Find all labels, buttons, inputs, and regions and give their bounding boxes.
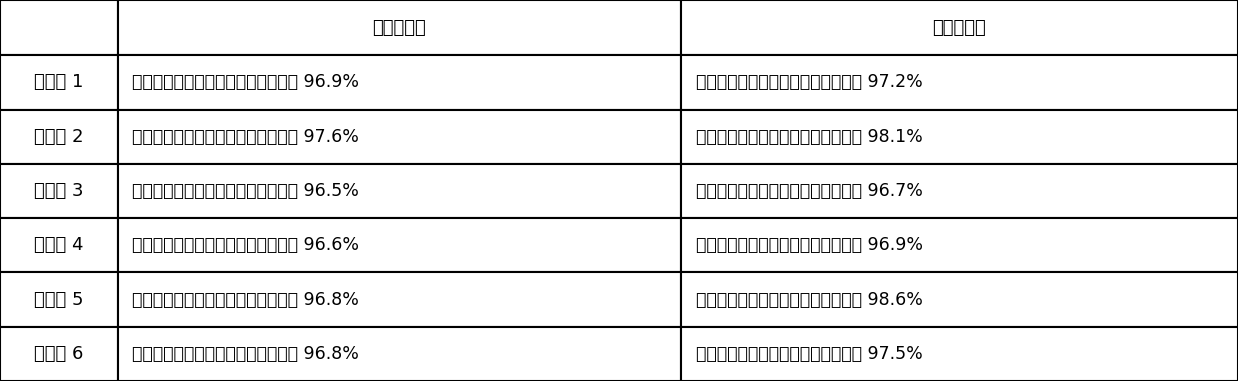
Text: 流动性良好，无分层结块，悬浮率为 97.6%: 流动性良好，无分层结块，悬浮率为 97.6% xyxy=(132,128,359,146)
Text: 热贮稳定性: 热贮稳定性 xyxy=(373,19,426,37)
Text: 实施例 3: 实施例 3 xyxy=(35,182,83,200)
Bar xyxy=(118,0,681,55)
Bar xyxy=(0,110,118,164)
Bar xyxy=(118,272,681,327)
Bar xyxy=(0,55,118,109)
Bar xyxy=(118,164,681,218)
Text: 流动性良好，无分层结块，悬浮率为 96.7%: 流动性良好，无分层结块，悬浮率为 96.7% xyxy=(696,182,922,200)
Bar xyxy=(681,164,1238,218)
Text: 实施例 4: 实施例 4 xyxy=(35,236,83,254)
Bar xyxy=(0,218,118,272)
Text: 流动性良好，无分层结块，悬浮率为 98.1%: 流动性良好，无分层结块，悬浮率为 98.1% xyxy=(696,128,922,146)
Bar xyxy=(681,55,1238,109)
Text: 流动性良好，无分层结块，悬浮率为 96.9%: 流动性良好，无分层结块，悬浮率为 96.9% xyxy=(696,236,922,254)
Text: 流动性良好，无分层结块，悬浮率为 96.8%: 流动性良好，无分层结块，悬浮率为 96.8% xyxy=(132,291,359,309)
Text: 流动性良好，无分层结块，悬浮率为 97.2%: 流动性良好，无分层结块，悬浮率为 97.2% xyxy=(696,74,922,91)
Bar xyxy=(118,218,681,272)
Text: 流动性良好，无分层结块，悬浮率为 96.8%: 流动性良好，无分层结块，悬浮率为 96.8% xyxy=(132,345,359,363)
Bar xyxy=(118,110,681,164)
Bar xyxy=(681,110,1238,164)
Bar xyxy=(681,0,1238,55)
Bar xyxy=(0,0,118,55)
Bar xyxy=(681,218,1238,272)
Text: 流动性良好，无分层结块，悬浮率为 97.5%: 流动性良好，无分层结块，悬浮率为 97.5% xyxy=(696,345,922,363)
Text: 流动性良好，无分层结块，悬浮率为 98.6%: 流动性良好，无分层结块，悬浮率为 98.6% xyxy=(696,291,922,309)
Bar xyxy=(118,327,681,381)
Text: 实施例 6: 实施例 6 xyxy=(35,345,83,363)
Text: 流动性良好，无分层结块，悬浮率为 96.6%: 流动性良好，无分层结块，悬浮率为 96.6% xyxy=(132,236,359,254)
Text: 实施例 1: 实施例 1 xyxy=(35,74,83,91)
Text: 流动性良好，无分层结块，悬浮率为 96.9%: 流动性良好，无分层结块，悬浮率为 96.9% xyxy=(132,74,359,91)
Bar xyxy=(0,164,118,218)
Bar xyxy=(681,272,1238,327)
Bar xyxy=(0,272,118,327)
Bar xyxy=(681,327,1238,381)
Text: 流动性良好，无分层结块，悬浮率为 96.5%: 流动性良好，无分层结块，悬浮率为 96.5% xyxy=(132,182,359,200)
Text: 实施例 5: 实施例 5 xyxy=(35,291,83,309)
Bar xyxy=(118,55,681,109)
Bar xyxy=(0,327,118,381)
Text: 实施例 2: 实施例 2 xyxy=(35,128,83,146)
Text: 低温稳定性: 低温稳定性 xyxy=(932,19,987,37)
